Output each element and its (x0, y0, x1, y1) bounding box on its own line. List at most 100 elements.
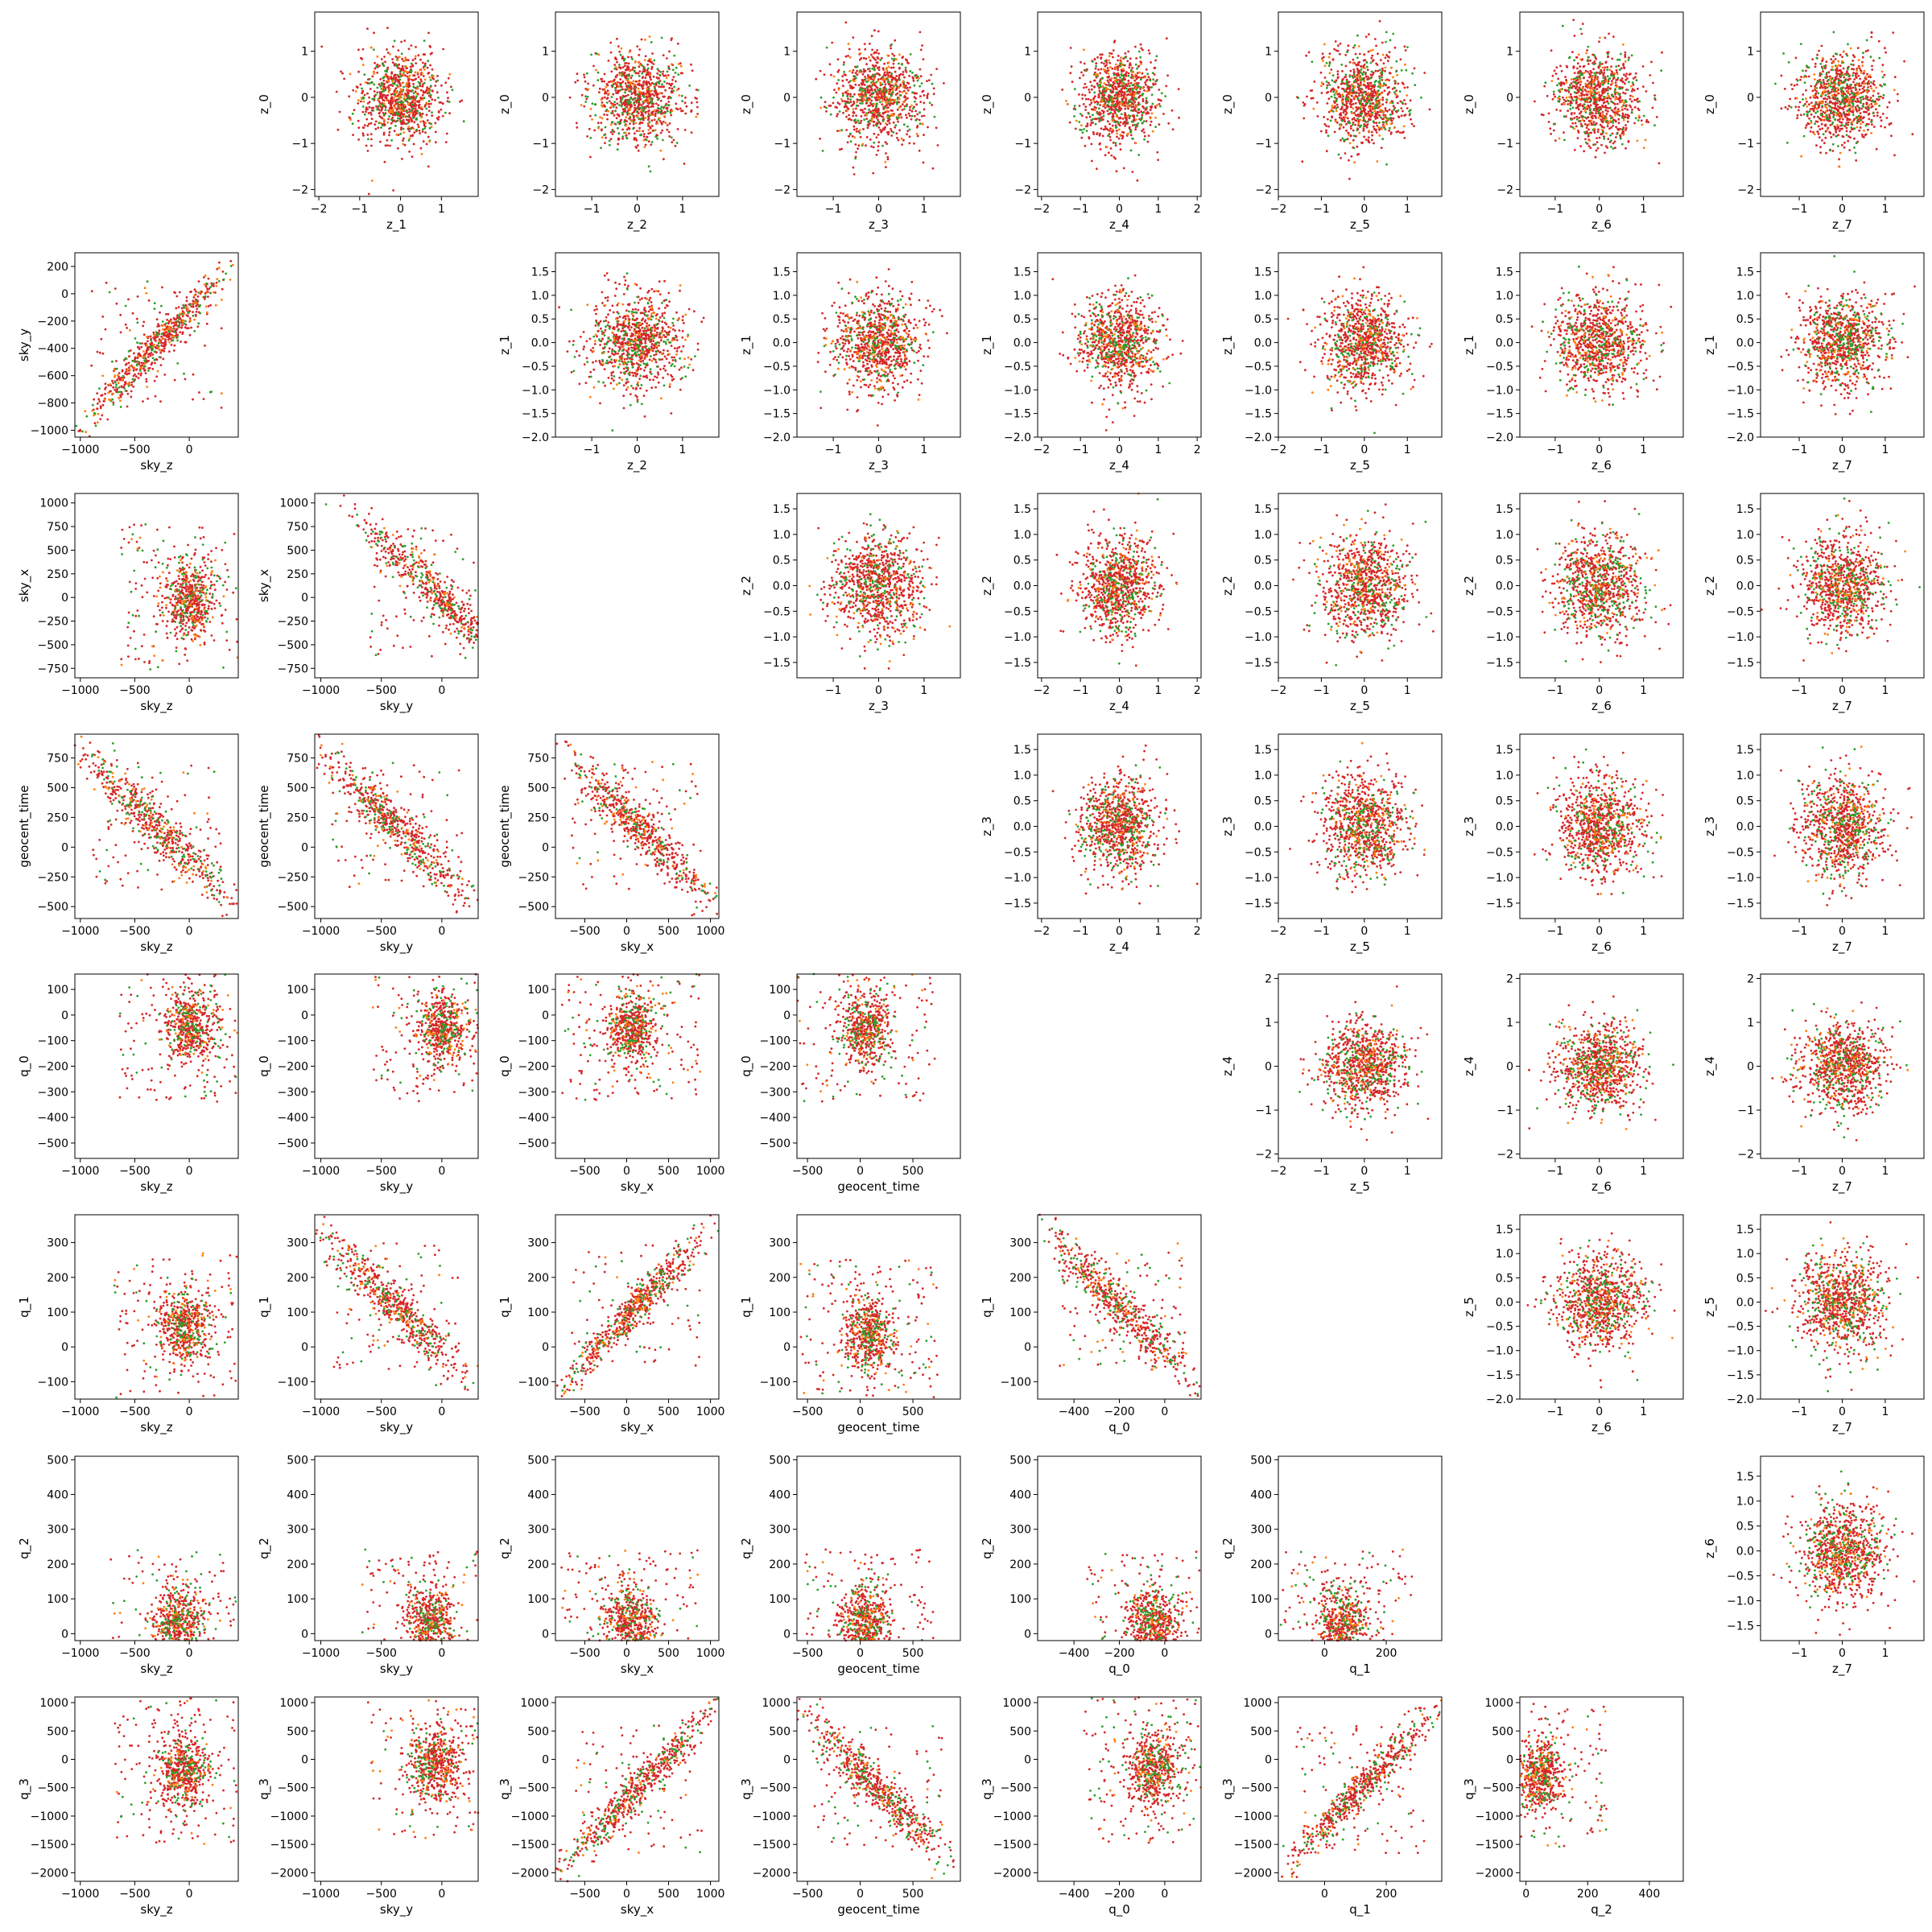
data-point (1373, 86, 1376, 89)
data-point (428, 92, 431, 94)
data-point (1165, 85, 1168, 88)
data-point (450, 85, 452, 89)
data-point (658, 120, 662, 122)
data-point (888, 76, 890, 79)
data-point (675, 66, 678, 69)
data-point (1158, 102, 1161, 105)
data-point (629, 83, 632, 85)
data-point (1345, 83, 1348, 86)
data-point (1084, 82, 1087, 85)
data-point (585, 72, 588, 75)
data-point (1323, 64, 1327, 68)
data-point (1080, 124, 1083, 127)
data-point (1372, 105, 1375, 109)
data-point (391, 109, 394, 111)
y-tick-label: 1 (1265, 46, 1272, 59)
data-point (1356, 82, 1360, 85)
data-point (414, 71, 417, 74)
data-point (617, 89, 620, 92)
data-point (1375, 44, 1377, 47)
data-point (1401, 101, 1404, 104)
data-point (589, 136, 592, 139)
data-point (1335, 91, 1337, 94)
data-point (373, 97, 376, 100)
data-point (587, 82, 589, 85)
data-point (656, 96, 658, 98)
data-point (892, 76, 895, 80)
data-point (613, 103, 617, 106)
data-point (1584, 69, 1587, 72)
data-point (644, 76, 647, 80)
data-point (362, 100, 365, 103)
data-point (1413, 67, 1416, 70)
data-point (1322, 60, 1324, 62)
data-point (419, 68, 422, 72)
data-point (1350, 100, 1353, 102)
data-point (874, 59, 877, 61)
data-point (1103, 62, 1105, 65)
data-point (1100, 57, 1102, 60)
data-point (616, 60, 618, 64)
data-point (1420, 96, 1422, 99)
data-point (604, 126, 607, 129)
data-point (919, 68, 922, 71)
data-point (902, 56, 904, 59)
data-point (369, 113, 373, 116)
data-point (637, 149, 640, 152)
data-point (1364, 72, 1368, 74)
data-point (649, 126, 652, 129)
data-point (918, 149, 921, 152)
data-point (828, 63, 832, 66)
data-point (1119, 148, 1122, 151)
data-point (931, 167, 935, 170)
data-point (1327, 134, 1330, 138)
data-point (1613, 107, 1616, 110)
data-point (1116, 132, 1119, 135)
data-point (1100, 116, 1103, 119)
data-point (1359, 118, 1362, 122)
data-point (857, 122, 861, 125)
data-point (865, 144, 867, 147)
data-point (879, 82, 882, 85)
data-point (1362, 127, 1365, 130)
x-axis-label: z_2 (627, 217, 647, 233)
data-point (409, 127, 412, 130)
data-point (870, 99, 873, 102)
data-point (1592, 121, 1596, 123)
data-point (1153, 67, 1156, 69)
data-point (1159, 105, 1162, 108)
data-point (620, 89, 622, 91)
data-point (1377, 52, 1379, 56)
data-point (638, 130, 641, 133)
data-point (1080, 71, 1083, 74)
data-point (431, 52, 433, 55)
data-point (366, 150, 369, 152)
data-point (1366, 98, 1368, 101)
data-point (390, 118, 394, 122)
data-point (611, 133, 614, 135)
data-point (1135, 57, 1137, 60)
x-tick-label: 1 (920, 203, 927, 216)
data-point (379, 122, 382, 125)
data-point (627, 126, 630, 130)
data-point (906, 133, 908, 136)
data-point (1365, 93, 1368, 95)
data-point (1108, 135, 1112, 138)
data-point (406, 100, 409, 103)
data-point (1144, 109, 1147, 111)
data-point (615, 81, 618, 85)
data-point (1344, 54, 1348, 56)
data-point (896, 102, 898, 105)
data-point (621, 135, 625, 138)
data-point (1117, 68, 1120, 72)
data-point (1083, 48, 1085, 52)
data-point (659, 85, 663, 89)
data-point (1389, 101, 1392, 105)
data-point (670, 114, 673, 117)
data-point (1399, 58, 1402, 61)
data-point (1375, 105, 1378, 109)
data-point (1352, 107, 1355, 110)
data-point (421, 98, 424, 101)
data-point (870, 95, 873, 98)
data-point (865, 93, 868, 96)
